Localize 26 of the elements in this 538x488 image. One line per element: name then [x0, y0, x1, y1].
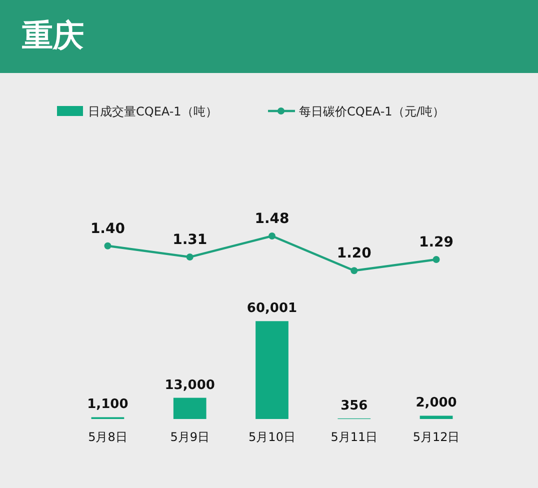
- x-tick-label: 5月8日: [88, 430, 128, 444]
- point: [432, 256, 440, 263]
- bar: [420, 416, 453, 419]
- point: [104, 242, 112, 250]
- data-label: 13,000: [164, 378, 215, 393]
- point: [268, 232, 276, 240]
- data-label: 1.31: [172, 232, 208, 248]
- x-tick-label: 5月10日: [248, 430, 296, 444]
- bar: [173, 398, 206, 419]
- data-label: 1.40: [90, 220, 126, 237]
- x-tick-label: 5月12日: [412, 430, 460, 444]
- x-tick-label: 5月9日: [170, 430, 210, 444]
- legend-label: 每日碳价CQEA-1（元/吨）: [299, 104, 444, 118]
- legend-label: 日成交量CQEA-1（吨）: [88, 104, 218, 118]
- x-tick-label: 5月11日: [330, 430, 378, 444]
- point: [350, 267, 358, 274]
- data-label: 2,000: [416, 396, 457, 411]
- chart-title: 重庆: [22, 18, 84, 54]
- data-label: 60,001: [246, 301, 298, 316]
- data-label: 1.29: [419, 234, 454, 250]
- data-label: 1.48: [254, 211, 290, 227]
- data-label: 356: [340, 398, 368, 414]
- bar: [256, 321, 288, 419]
- point: [186, 254, 194, 261]
- data-label: 1,100: [87, 397, 128, 412]
- data-label: 1.20: [336, 246, 372, 262]
